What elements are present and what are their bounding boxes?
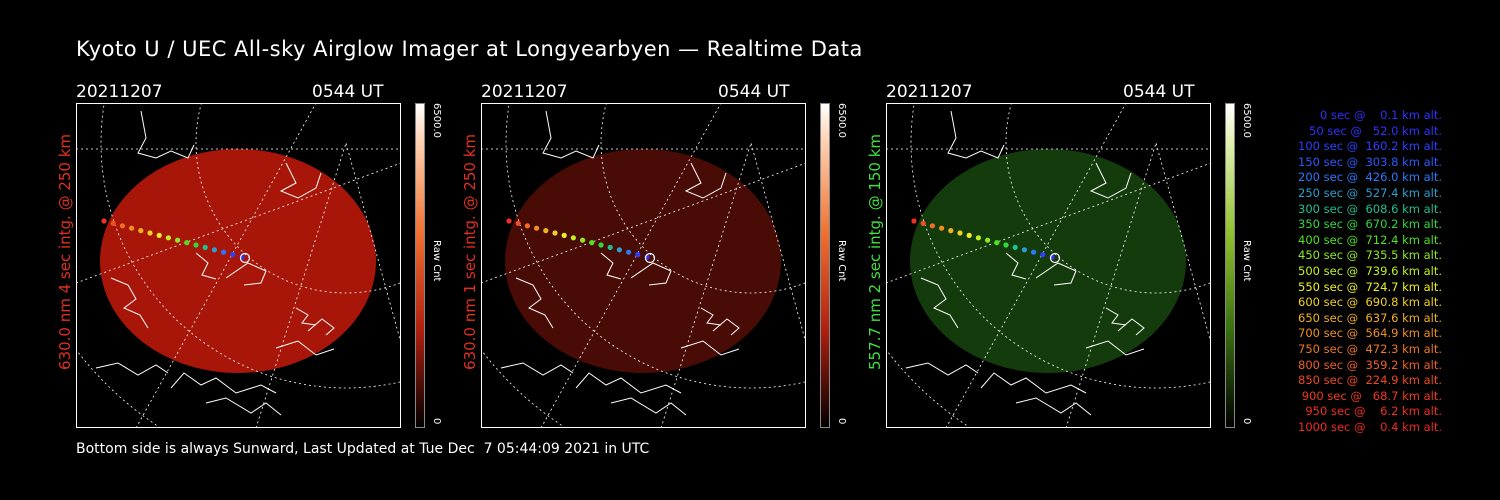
panel-1-channel-label: 630.0 nm 4 sec intg. @ 250 km bbox=[56, 133, 74, 370]
legend-row: 200 sec @ 426.0 km alt. bbox=[1298, 170, 1442, 185]
legend-row: 800 sec @ 359.2 km alt. bbox=[1298, 357, 1442, 372]
panel-2-time: 0544 UT bbox=[718, 82, 790, 102]
coastlines bbox=[500, 110, 740, 416]
lat-lon-grid bbox=[886, 103, 1211, 428]
lat-lon-grid bbox=[76, 103, 401, 428]
legend-row: 150 sec @ 303.8 km alt. bbox=[1298, 154, 1442, 169]
rocket-trajectory bbox=[506, 218, 656, 264]
lat-lon-grid bbox=[481, 103, 806, 428]
panel-1-colorbar-max: 6500.0 bbox=[431, 103, 442, 138]
panel-1-allsky-image bbox=[76, 103, 401, 428]
panel-3-channel-label: 557.7 nm 2 sec intg. @ 150 km bbox=[866, 133, 884, 370]
legend-row: 850 sec @ 224.9 km alt. bbox=[1298, 373, 1442, 388]
legend-row: 350 sec @ 670.2 km alt. bbox=[1298, 217, 1442, 232]
coastlines bbox=[905, 110, 1145, 416]
panel-3-colorbar-max: 6500.0 bbox=[1241, 103, 1252, 138]
legend-row: 100 sec @ 160.2 km alt. bbox=[1298, 139, 1442, 154]
legend-row: 250 sec @ 527.4 km alt. bbox=[1298, 186, 1442, 200]
panel-2-date: 20211207 bbox=[481, 82, 568, 102]
panel-3-time: 0544 UT bbox=[1123, 82, 1195, 102]
panel-2-colorbar bbox=[820, 103, 830, 428]
panel-1-time: 0544 UT bbox=[312, 82, 384, 102]
panel-3-allsky-image bbox=[886, 103, 1211, 428]
legend-row: 1000 sec @ 0.4 km alt. bbox=[1298, 420, 1442, 434]
legend-row: 900 sec @ 68.7 km alt. bbox=[1301, 388, 1442, 403]
page-title: Kyoto U / UEC All-sky Airglow Imager at … bbox=[76, 37, 863, 61]
airglow-region bbox=[910, 149, 1186, 373]
coastlines bbox=[95, 110, 335, 416]
panel-2-allsky-image bbox=[481, 103, 806, 428]
panel-1-colorbar-unit: Raw Cnt bbox=[431, 240, 442, 282]
legend-row: 300 sec @ 608.6 km alt. bbox=[1298, 201, 1442, 216]
panel-2-colorbar-unit: Raw Cnt bbox=[836, 240, 847, 282]
legend-row: 600 sec @ 690.8 km alt. bbox=[1298, 295, 1442, 310]
panel-1-colorbar bbox=[415, 103, 425, 428]
panel-2-colorbar-min: 0 bbox=[836, 418, 847, 425]
airglow-region bbox=[505, 149, 781, 373]
panel-3-colorbar bbox=[1225, 103, 1235, 428]
panel-2-colorbar-max: 6500.0 bbox=[836, 103, 847, 138]
legend-row: 50 sec @ 52.0 km alt. bbox=[1309, 123, 1442, 138]
rocket-trajectory bbox=[101, 218, 251, 264]
panel-1-date: 20211207 bbox=[76, 82, 163, 102]
legend-row: 0 sec @ 0.1 km alt. bbox=[1319, 108, 1442, 122]
airglow-region bbox=[100, 149, 376, 373]
legend-row: 750 sec @ 472.3 km alt. bbox=[1298, 342, 1442, 356]
footer-note: Bottom side is always Sunward, Last Upda… bbox=[76, 441, 650, 457]
panel-3-date: 20211207 bbox=[886, 82, 973, 102]
rocket-trajectory bbox=[911, 218, 1061, 264]
panel-3-colorbar-unit: Raw Cnt bbox=[1241, 240, 1252, 282]
legend-row: 500 sec @ 739.6 km alt. bbox=[1298, 264, 1442, 278]
legend-row: 400 sec @ 712.4 km alt. bbox=[1298, 232, 1442, 247]
legend-row: 950 sec @ 6.2 km alt. bbox=[1305, 404, 1442, 419]
legend-row: 650 sec @ 637.6 km alt. bbox=[1298, 310, 1442, 325]
legend-row: 450 sec @ 735.5 km alt. bbox=[1298, 248, 1442, 263]
panel-3-colorbar-min: 0 bbox=[1241, 418, 1252, 425]
legend-row: 700 sec @ 564.9 km alt. bbox=[1298, 326, 1442, 341]
panel-1-colorbar-min: 0 bbox=[431, 418, 442, 425]
panel-2-channel-label: 630.0 nm 1 sec intg. @ 250 km bbox=[461, 133, 479, 370]
legend-row: 550 sec @ 724.7 km alt. bbox=[1298, 279, 1442, 294]
